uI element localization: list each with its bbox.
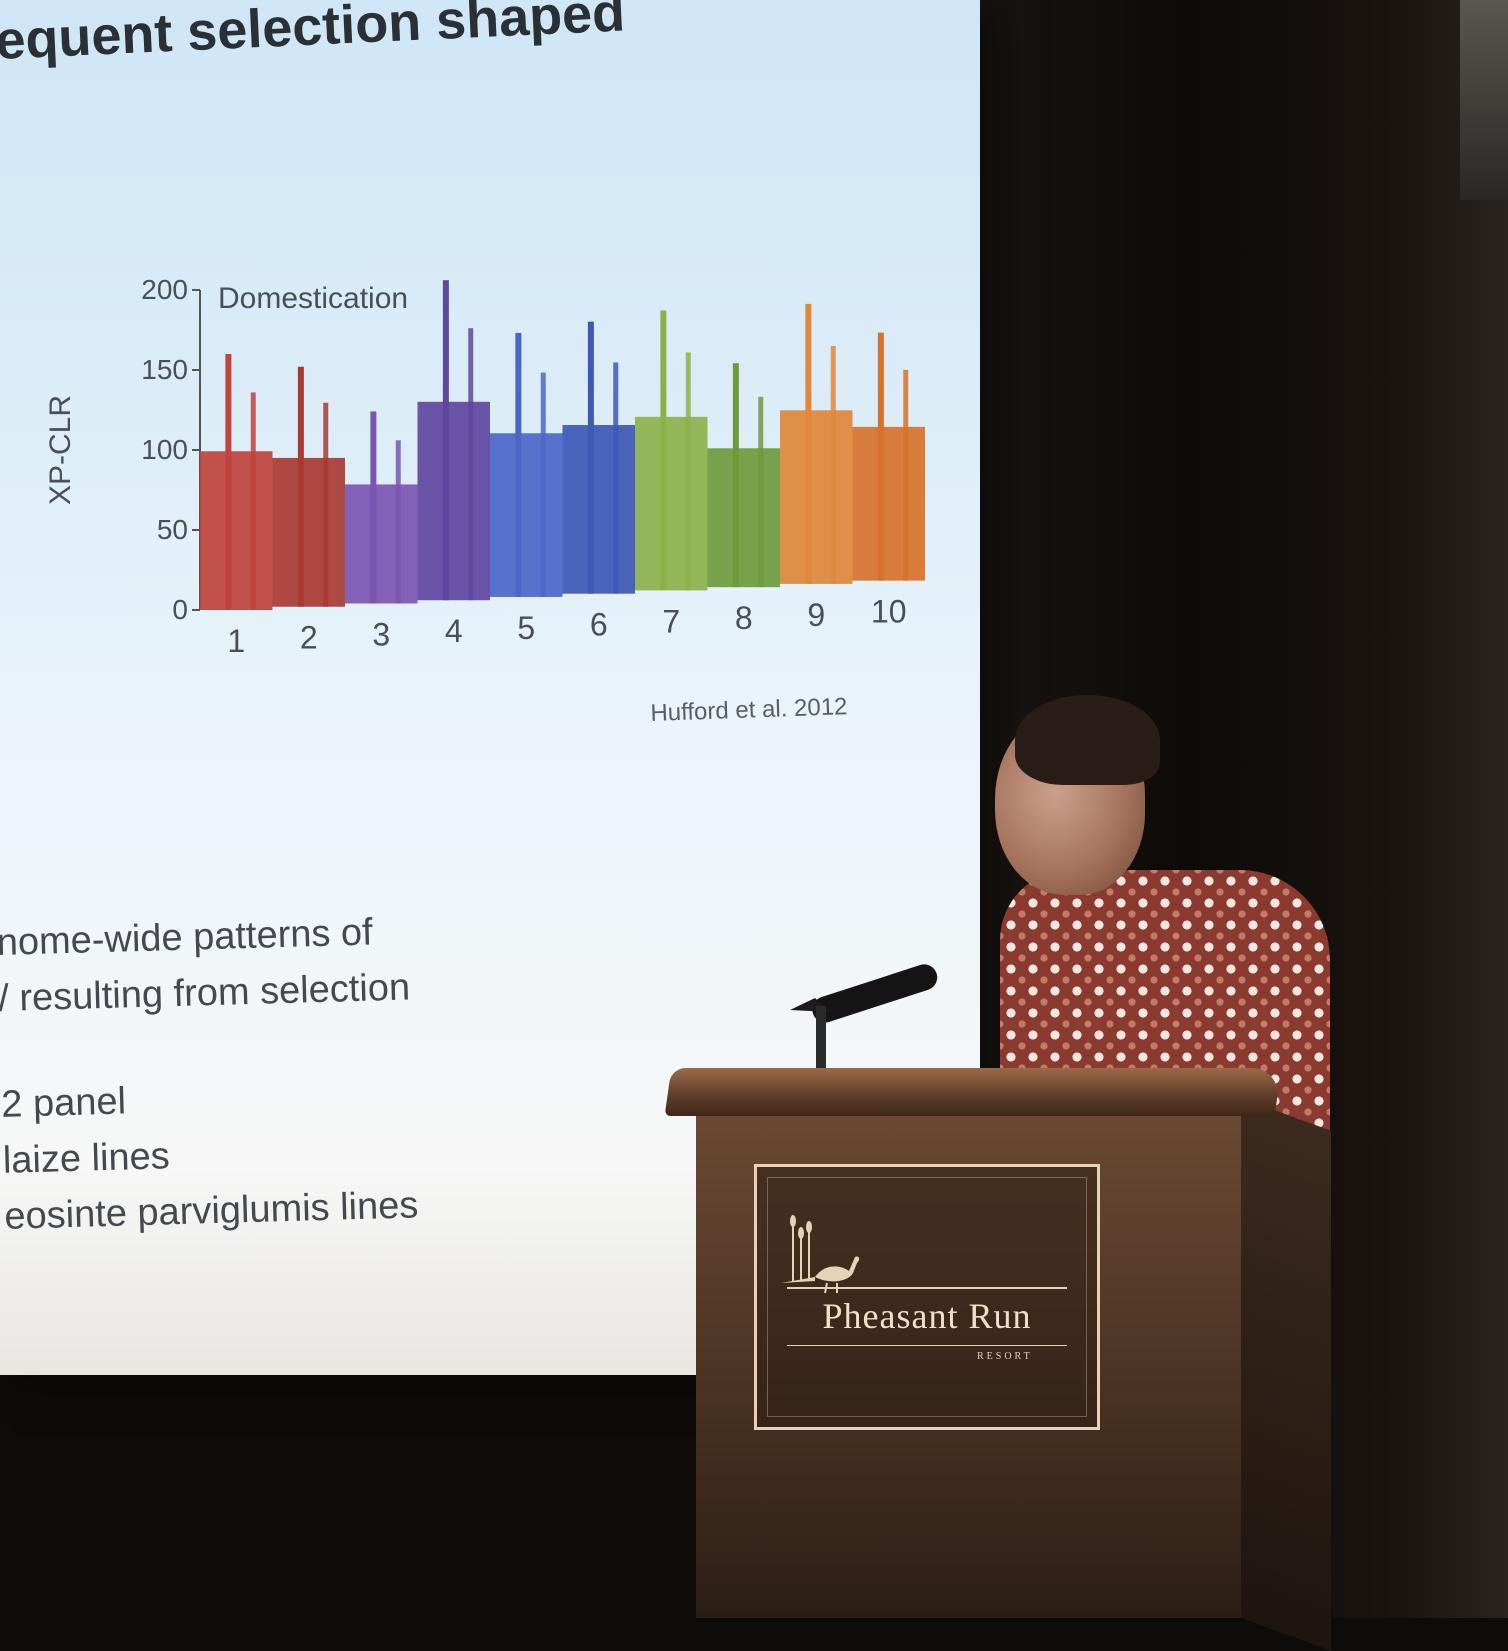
- chromosome-band: [780, 410, 853, 584]
- chromosome-band: [200, 451, 273, 610]
- chromosome-band: [852, 426, 925, 581]
- chromosome-peak: [395, 440, 401, 604]
- x-tick-label: 1: [227, 623, 245, 659]
- chromosome-peak: [370, 411, 377, 604]
- chromosome-peak: [468, 328, 474, 601]
- podium-front: Pheasant Run RESORT: [696, 1112, 1241, 1618]
- x-tick-label: 3: [372, 616, 390, 652]
- chromosome-peak: [685, 352, 691, 591]
- chromosome-peak: [297, 366, 304, 607]
- xpclr-chart: 0 50 100 150 200 XP-CLR Domestication 1 2 3 4 5 6 7 8 9…: [44, 274, 925, 659]
- slide-title: equent selection shaped: [0, 0, 627, 71]
- x-tick-label: 9: [807, 597, 825, 633]
- chromosome-peak: [540, 372, 546, 597]
- podium-side: [1241, 1098, 1331, 1651]
- chromosome-band: [272, 457, 345, 607]
- slide-citation: Hufford et al. 2012: [650, 693, 848, 727]
- presenter-hair: [1015, 695, 1160, 785]
- podium-top: [664, 1068, 1282, 1116]
- bullet-line: eosinte parviglumis lines: [3, 1184, 419, 1238]
- chromosome-peak: [903, 369, 909, 581]
- chromosome-band: [562, 425, 635, 594]
- x-tick-label: 2: [300, 620, 318, 656]
- microphone-icon: [790, 964, 938, 1070]
- chromosome-band: [490, 433, 563, 597]
- chromosome-peak: [732, 363, 739, 588]
- podium-logo-plaque: Pheasant Run RESORT: [754, 1164, 1100, 1430]
- chromosome-peak: [877, 332, 884, 581]
- podium: Pheasant Run RESORT: [664, 1068, 1331, 1651]
- x-tick-label: 5: [517, 610, 535, 646]
- chart-title: Domestication: [218, 282, 408, 315]
- chromosome-peak: [587, 321, 594, 594]
- chart-plot-area: 0 50 100 150 200 XP-CLR Domestication 1 2 3 4 5 6 7 8 9…: [44, 274, 925, 659]
- x-tick-label: 8: [735, 600, 753, 636]
- x-tick-label: 4: [445, 613, 463, 649]
- chromosome-peak: [250, 392, 256, 610]
- pheasant-icon: [781, 1215, 860, 1294]
- y-tick-label: 100: [141, 434, 188, 465]
- x-tick-label: 10: [871, 594, 907, 630]
- chromosome-peak: [830, 345, 836, 584]
- podium-brand-sub: RESORT: [977, 1351, 1033, 1362]
- y-tick-label: 0: [172, 594, 188, 625]
- chromosome-band: [345, 484, 418, 604]
- y-axis-label: XP-CLR: [44, 395, 77, 505]
- slide-bullet-list: nome-wide patterns of / resulting from s…: [0, 903, 419, 1244]
- chromosome-band: [635, 416, 708, 591]
- chromosome-band: [417, 401, 490, 601]
- podium-brand-name: Pheasant Run: [822, 1296, 1032, 1336]
- x-tick-label: 6: [590, 607, 608, 643]
- y-tick-label: 50: [157, 514, 188, 545]
- curtain-highlight: [1460, 0, 1508, 200]
- chromosome-peak: [323, 402, 329, 607]
- chromosome-band: [707, 448, 780, 588]
- chromosome-peak: [660, 310, 667, 591]
- chromosome-peak: [442, 280, 449, 601]
- y-tick-label: 150: [141, 354, 188, 385]
- chromosome-peak: [613, 362, 619, 594]
- chromosome-peak: [225, 354, 232, 610]
- x-tick-label: 7: [662, 603, 680, 639]
- bullet-line: / resulting from selection: [0, 966, 411, 1020]
- chromosome-peak: [758, 396, 764, 588]
- chromosome-peak: [515, 332, 522, 597]
- y-tick-label: 200: [141, 274, 188, 305]
- chromosome-peak: [805, 303, 812, 584]
